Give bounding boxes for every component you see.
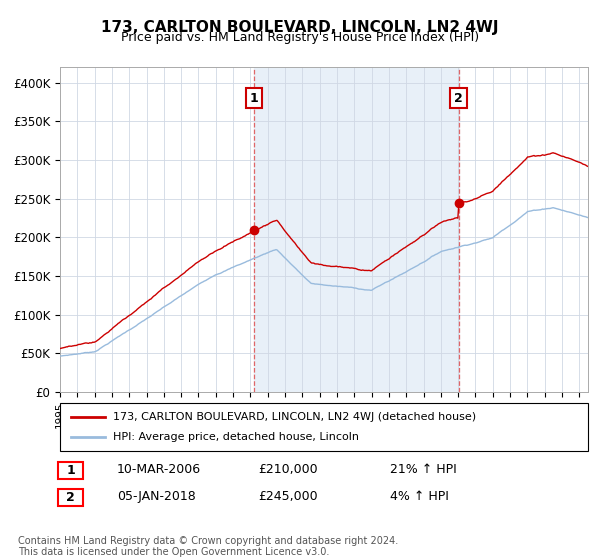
Text: 05-JAN-2018: 05-JAN-2018 — [117, 490, 196, 503]
Text: 4% ↑ HPI: 4% ↑ HPI — [390, 490, 449, 503]
FancyBboxPatch shape — [58, 489, 83, 506]
Text: £210,000: £210,000 — [258, 463, 317, 477]
Text: 173, CARLTON BOULEVARD, LINCOLN, LN2 4WJ: 173, CARLTON BOULEVARD, LINCOLN, LN2 4WJ — [101, 20, 499, 35]
FancyBboxPatch shape — [58, 462, 83, 479]
Text: 21% ↑ HPI: 21% ↑ HPI — [390, 463, 457, 477]
Text: 1: 1 — [250, 92, 258, 105]
Bar — [254, 67, 458, 392]
Text: 173, CARLTON BOULEVARD, LINCOLN, LN2 4WJ (detached house): 173, CARLTON BOULEVARD, LINCOLN, LN2 4WJ… — [113, 412, 476, 422]
Text: 2: 2 — [454, 92, 463, 105]
FancyBboxPatch shape — [60, 403, 588, 451]
Text: 1: 1 — [66, 464, 75, 477]
Text: Contains HM Land Registry data © Crown copyright and database right 2024.
This d: Contains HM Land Registry data © Crown c… — [18, 535, 398, 557]
Text: HPI: Average price, detached house, Lincoln: HPI: Average price, detached house, Linc… — [113, 432, 359, 442]
Text: 2: 2 — [66, 491, 75, 504]
Text: Price paid vs. HM Land Registry's House Price Index (HPI): Price paid vs. HM Land Registry's House … — [121, 31, 479, 44]
Text: 10-MAR-2006: 10-MAR-2006 — [117, 463, 201, 477]
Text: £245,000: £245,000 — [258, 490, 317, 503]
